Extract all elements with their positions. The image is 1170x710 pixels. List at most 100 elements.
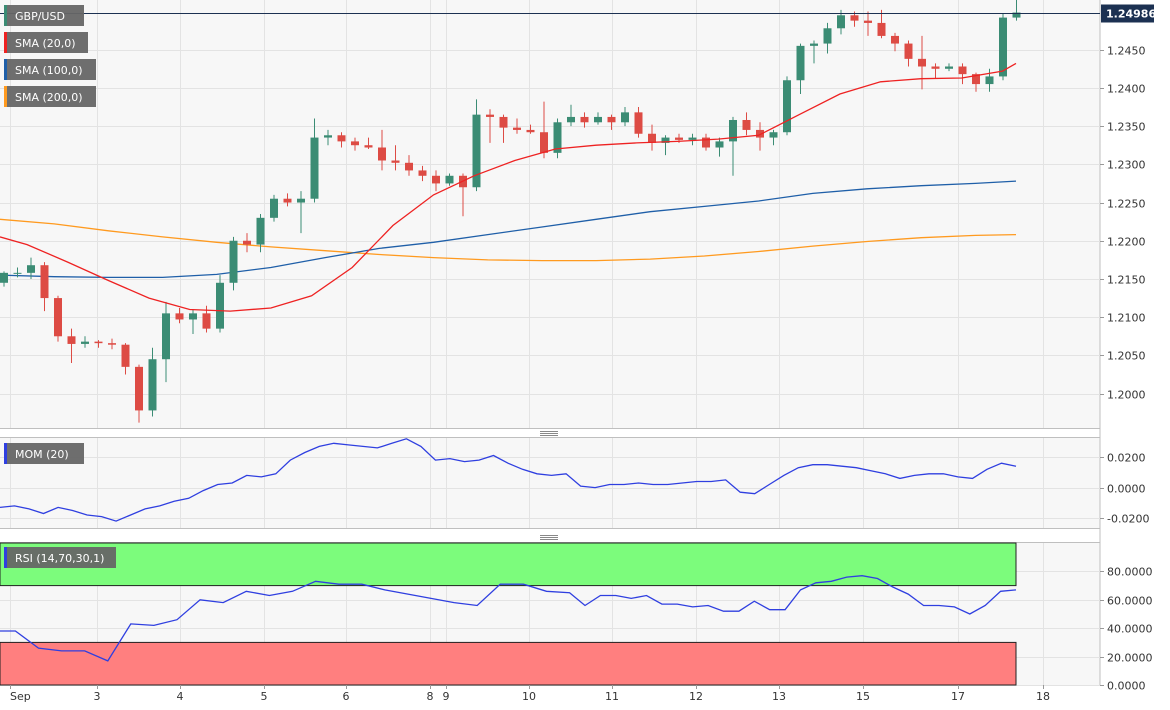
candle (513, 118, 521, 134)
svg-text:GBP/USD: GBP/USD (15, 10, 65, 23)
svg-text:SMA (200,0): SMA (200,0) (15, 91, 83, 104)
candle (243, 233, 251, 253)
last-price-badge (1101, 4, 1154, 23)
candle (216, 275, 224, 333)
candle (715, 137, 724, 157)
x-tick-label: 8 (427, 690, 434, 703)
rsi-oversold-zone (0, 641, 1017, 686)
candle (729, 116, 737, 176)
resize-handle-momentum[interactable] (540, 431, 558, 436)
candle (54, 295, 62, 342)
candle (648, 124, 656, 151)
candle (864, 11, 872, 36)
mom-y-tick-label: -0.0200 (1107, 513, 1149, 526)
candle (0, 271, 8, 287)
candle (324, 129, 332, 146)
price-y-tick-label: 1.2200 (1107, 236, 1146, 249)
rsi-overbought-zone (0, 542, 1017, 587)
candle (904, 40, 913, 67)
candle (108, 338, 116, 350)
price-y-tick-label: 1.2300 (1107, 159, 1146, 172)
candle (283, 193, 292, 207)
candle (958, 63, 967, 85)
candle (297, 191, 305, 234)
candle (351, 137, 359, 151)
candle (229, 236, 238, 291)
candle (810, 40, 818, 64)
price-y-tick-label: 1.2400 (1107, 83, 1146, 96)
price-y-tick-label: 1.2150 (1107, 274, 1146, 287)
candle (121, 343, 130, 375)
candle (945, 63, 953, 72)
candle (756, 122, 764, 151)
x-tick-label: Sep (10, 690, 31, 703)
rsi-y-tick-label: 80.0000 (1107, 566, 1153, 579)
candle (81, 336, 89, 348)
svg-text:SMA (20,0): SMA (20,0) (15, 37, 76, 50)
x-tick-label: 11 (605, 690, 619, 703)
price-y-tick-label: 1.2450 (1107, 45, 1146, 58)
x-tick-label: 18 (1036, 690, 1050, 703)
x-tick-label: 6 (343, 690, 350, 703)
candle (580, 112, 589, 128)
price-y-tick-label: 1.2050 (1107, 350, 1146, 363)
price-y-tick-label: 1.2350 (1107, 121, 1146, 134)
price-y-tick-label: 1.2250 (1107, 198, 1146, 211)
rsi-line (0, 575, 1017, 662)
candle (378, 129, 386, 171)
rsi-y-tick-label: 60.0000 (1107, 595, 1153, 608)
candle (567, 104, 575, 127)
legend-sma-20[interactable]: SMA (20,0) (4, 32, 88, 53)
price-y-tick-label: 1.2100 (1107, 312, 1146, 325)
candle (702, 133, 710, 151)
candle (526, 124, 535, 134)
price-panel (0, 0, 1100, 428)
candle (891, 32, 899, 52)
candle (189, 309, 197, 334)
candle (135, 364, 143, 423)
price-y-tick-label: 1.2000 (1107, 389, 1146, 402)
resize-handle-rsi[interactable] (540, 535, 558, 540)
candle (742, 112, 751, 136)
candle (40, 262, 49, 312)
last-price-label: 1.24986 (1106, 8, 1156, 21)
candle (472, 99, 481, 192)
candle (486, 109, 494, 143)
rsi-y-tick-label: 20.0000 (1107, 652, 1153, 665)
candle (148, 347, 157, 417)
mom-y-tick-label: 0.0200 (1107, 452, 1146, 465)
axes: Sep 3 4 5 6 8 9 10 11 12 13 15 17 18 1.2000 1.2050 1.210… (10, 4, 1156, 703)
x-tick-label: 17 (951, 690, 965, 703)
momentum-line (0, 438, 1017, 522)
rsi-y-tick-label: 40.0000 (1107, 623, 1153, 636)
legend-momentum[interactable]: MOM (20) (4, 443, 84, 464)
mom-y-tick-label: 0.0000 (1107, 483, 1146, 496)
legends[interactable]: GBP/USD SMA (20,0) SMA (100,0) SMA (200,0) M… (4, 5, 116, 568)
sma-20-line (0, 62, 1017, 312)
sma-200-line (0, 218, 1017, 262)
candle (621, 107, 629, 127)
candle (877, 9, 886, 39)
legend-sma-100[interactable]: SMA (100,0) (4, 59, 96, 80)
x-tick-label: 12 (689, 690, 703, 703)
svg-text:MOM (20): MOM (20) (15, 448, 69, 461)
candle (540, 101, 548, 159)
legend-gbpusd[interactable]: GBP/USD (4, 5, 84, 26)
plot-area (0, 0, 1100, 662)
candle (94, 340, 103, 348)
candle (783, 76, 791, 136)
candle (175, 308, 184, 324)
candle (796, 43, 805, 95)
candle (270, 194, 278, 222)
candle (688, 133, 697, 146)
x-tick-label: 9 (443, 690, 450, 703)
x-tick-label: 3 (94, 690, 101, 703)
candle (918, 35, 926, 90)
candle (310, 118, 319, 203)
candle (364, 137, 373, 150)
candle (850, 11, 859, 27)
legend-rsi[interactable]: RSI (14,70,30,1) (4, 547, 116, 568)
candle (837, 9, 845, 35)
x-tick-label: 15 (856, 690, 870, 703)
legend-sma-200[interactable]: SMA (200,0) (4, 86, 96, 107)
